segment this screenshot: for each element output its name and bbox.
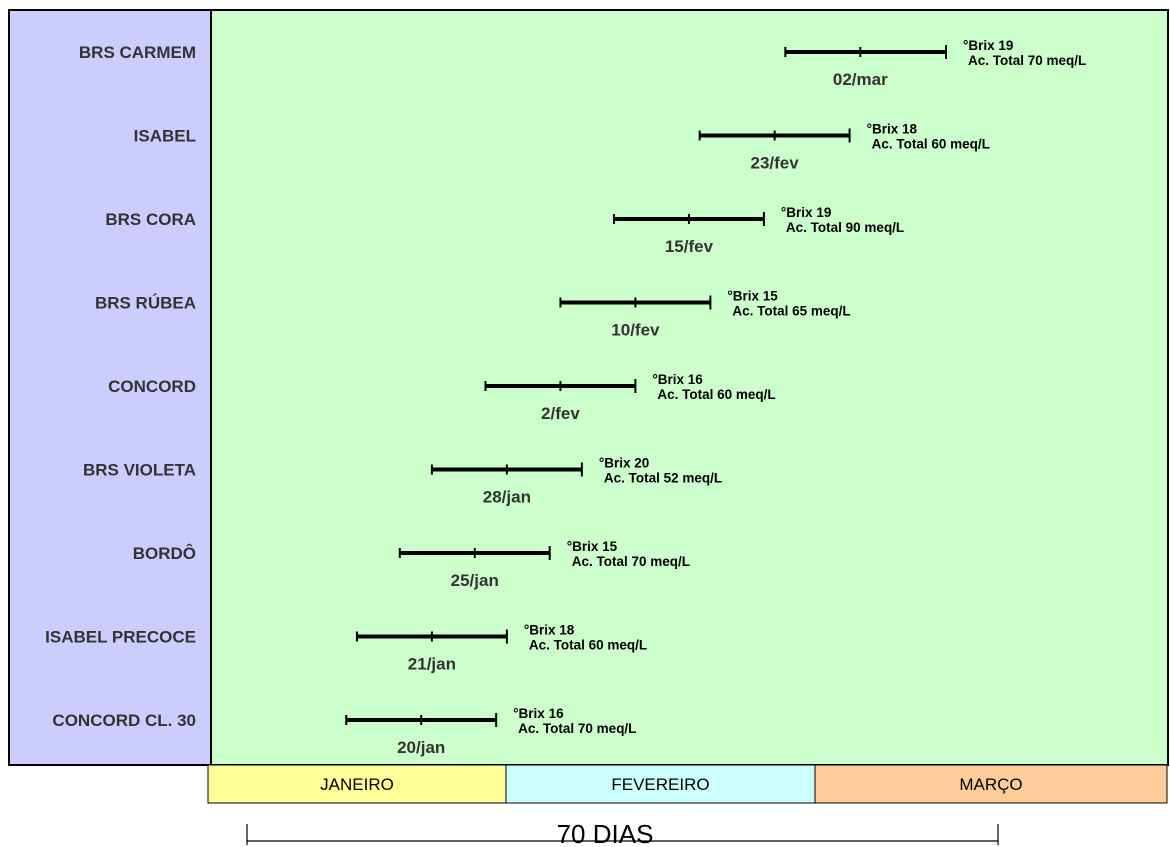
date-label: 10/fev — [611, 321, 660, 340]
date-label: 15/fev — [665, 237, 714, 256]
acidity-label: Ac. Total 70 meq/L — [518, 721, 636, 736]
category-label: CONCORD — [108, 377, 196, 396]
month-axis: JANEIRO FEVEREIRO MARÇO — [207, 764, 1168, 804]
category-label: BRS VIOLETA — [83, 461, 196, 480]
span-label: 70 DIAS — [557, 819, 654, 847]
category-label: BRS RÚBEA — [95, 294, 196, 313]
month-box — [814, 764, 1168, 804]
plot-area — [210, 9, 1169, 766]
brix-label: °Brix 16 — [513, 706, 564, 721]
date-label: 21/jan — [408, 655, 456, 674]
date-label: 25/jan — [451, 571, 499, 590]
date-label: 20/jan — [397, 738, 445, 757]
acidity-label: Ac. Total 52 meq/L — [604, 471, 722, 486]
brix-label: °Brix 16 — [652, 372, 703, 387]
category-label: BORDÔ — [133, 544, 196, 563]
month-label: MARÇO — [959, 775, 1022, 794]
category-label: CONCORD CL. 30 — [52, 711, 196, 730]
date-label: 28/jan — [483, 488, 531, 507]
brix-label: °Brix 15 — [567, 539, 618, 554]
acidity-label: Ac. Total 65 meq/L — [732, 304, 850, 319]
month-label: JANEIRO — [320, 775, 394, 794]
acidity-label: Ac. Total 90 meq/L — [786, 220, 904, 235]
brix-label: °Brix 20 — [599, 456, 649, 471]
date-label: 02/mar — [833, 70, 888, 89]
acidity-label: Ac. Total 70 meq/L — [968, 53, 1086, 68]
brix-label: °Brix 18 — [524, 623, 575, 638]
category-label: ISABEL — [134, 127, 196, 146]
acidity-label: Ac. Total 70 meq/L — [572, 554, 690, 569]
acidity-label: Ac. Total 60 meq/L — [872, 137, 990, 152]
month-box — [505, 764, 816, 804]
span-indicator: 70 DIAS — [246, 819, 999, 847]
brix-label: °Brix 18 — [867, 122, 918, 137]
category-label: BRS CARMEM — [79, 43, 196, 62]
category-label: BRS CORA — [105, 210, 196, 229]
acidity-label: Ac. Total 60 meq/L — [657, 387, 775, 402]
brix-label: °Brix 19 — [781, 205, 831, 220]
month-box — [207, 764, 507, 804]
date-label: 2/fev — [541, 404, 580, 423]
category-label: ISABEL PRECOCE — [45, 628, 196, 647]
brix-label: °Brix 15 — [727, 289, 778, 304]
brix-label: °Brix 19 — [963, 38, 1013, 53]
label-panel — [8, 9, 212, 766]
month-label: FEVEREIRO — [611, 775, 709, 794]
acidity-label: Ac. Total 60 meq/L — [529, 638, 647, 653]
date-label: 23/fev — [751, 154, 800, 173]
